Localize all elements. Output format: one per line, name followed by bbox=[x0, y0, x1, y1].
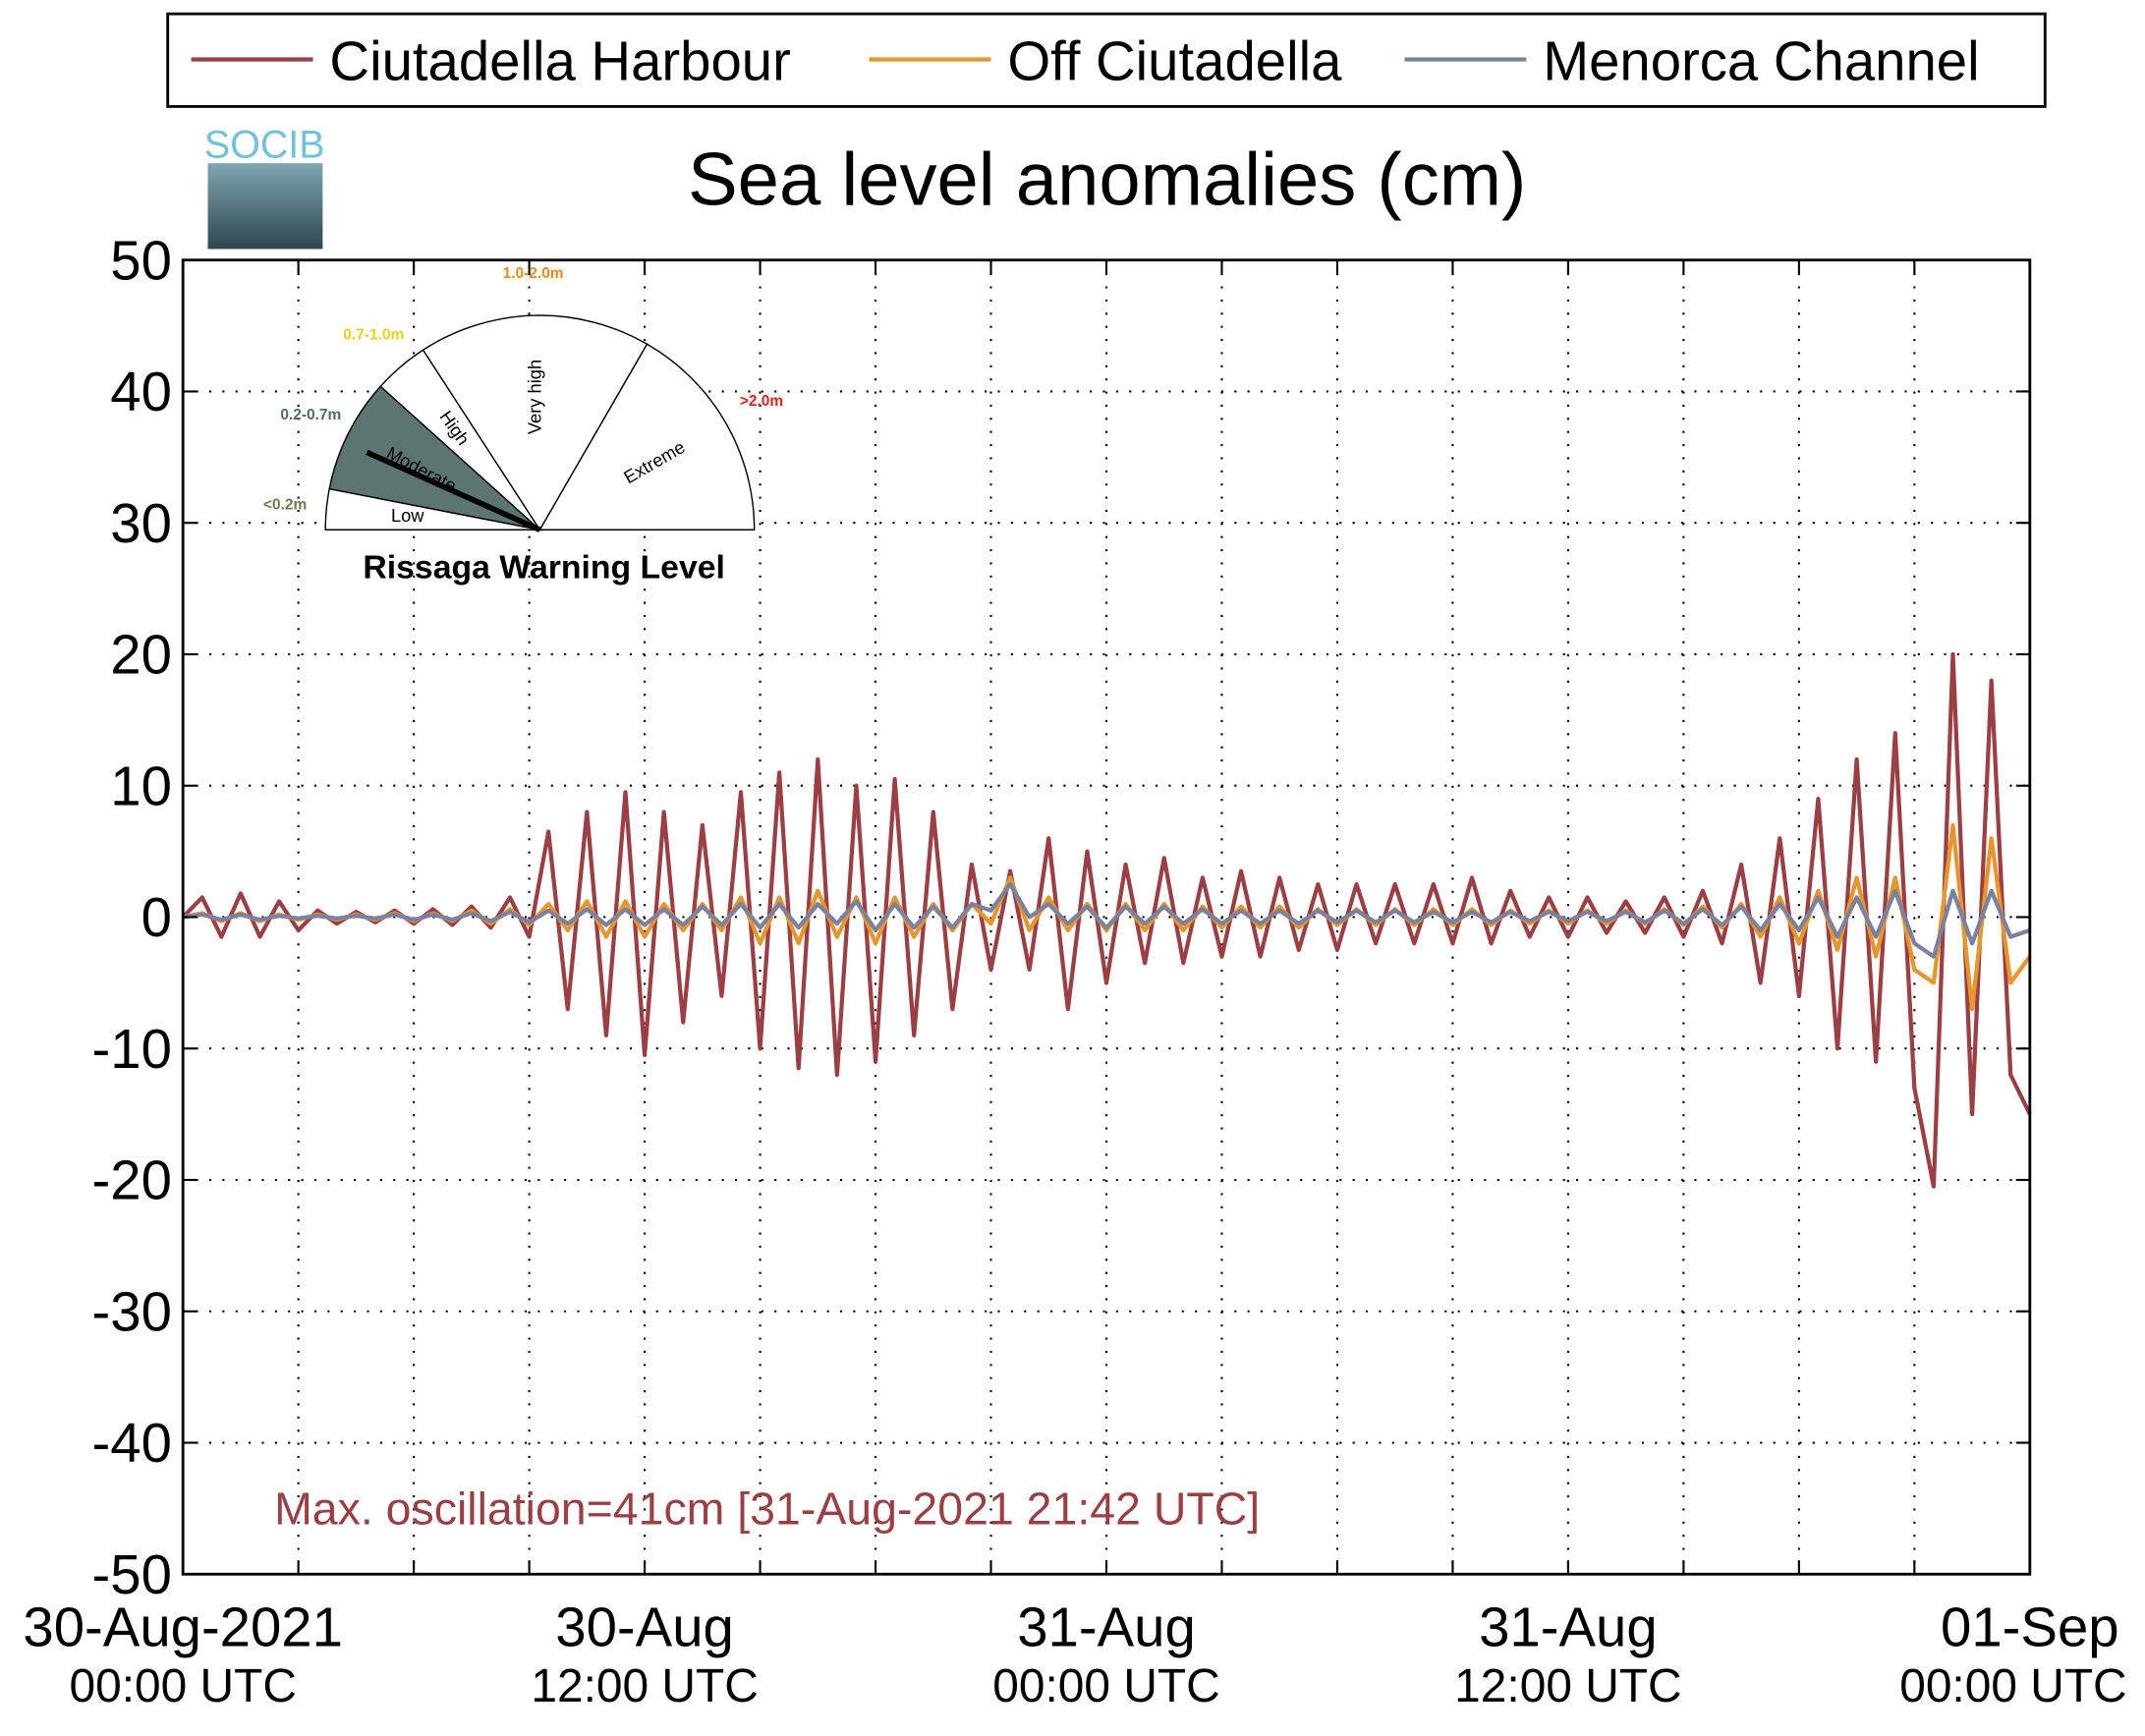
legend-label: Off Ciutadella bbox=[1007, 30, 1342, 92]
plot-lines bbox=[181, 651, 2032, 1189]
series-line bbox=[182, 822, 2032, 1012]
y-tick-label: -20 bbox=[92, 1149, 172, 1211]
legend-label: Ciutadella Harbour bbox=[329, 30, 790, 92]
axes: -50-40-30-20-100102030405030-Aug-202100:… bbox=[23, 229, 2126, 1711]
chart-title: Sea level anomalies (cm) bbox=[688, 138, 1526, 221]
y-tick-label: 10 bbox=[110, 755, 172, 816]
gauge-title: Rissaga Warning Level bbox=[363, 549, 725, 587]
gauge-needle bbox=[366, 449, 541, 532]
x-tick-label: 30-Aug bbox=[555, 1596, 734, 1657]
gauge-range-label: <0.2m bbox=[263, 496, 307, 513]
x-tick-label: 31-Aug bbox=[1017, 1596, 1196, 1657]
gauge-sector bbox=[538, 343, 756, 531]
legend-label: Menorca Channel bbox=[1543, 30, 1979, 92]
y-tick-label: -30 bbox=[92, 1280, 172, 1342]
y-tick-label: 20 bbox=[110, 624, 172, 686]
x-tick-label: 12:00 UTC bbox=[531, 1660, 758, 1712]
y-tick-label: 30 bbox=[110, 492, 172, 554]
y-tick-label: -40 bbox=[92, 1412, 172, 1474]
series-line bbox=[182, 881, 2031, 959]
gauge-sector bbox=[328, 385, 542, 532]
y-tick-label: -50 bbox=[92, 1543, 172, 1605]
gauge-level-label: Low bbox=[391, 505, 424, 526]
logo-text: SOCIB bbox=[204, 124, 325, 167]
logo bbox=[207, 163, 323, 250]
series-line bbox=[181, 651, 2032, 1189]
gauge-range-label: 1.0-2.0m bbox=[503, 265, 564, 282]
y-tick-label: -10 bbox=[92, 1018, 172, 1080]
x-tick-label: 12:00 UTC bbox=[1454, 1660, 1681, 1712]
gauge-range-label: 0.7-1.0m bbox=[343, 326, 404, 343]
x-tick-label: 00:00 UTC bbox=[992, 1660, 1219, 1712]
gauge-range-label: 0.2-0.7m bbox=[280, 407, 341, 423]
x-tick-label: 30-Aug-2021 bbox=[23, 1596, 343, 1657]
x-tick-label: 01-Sep bbox=[1941, 1596, 2119, 1657]
x-tick-label: 31-Aug bbox=[1479, 1596, 1658, 1657]
annotation: Max. oscillation=41cm [31-Aug-2021 21:42… bbox=[274, 1484, 1260, 1535]
x-tick-label: 00:00 UTC bbox=[69, 1660, 296, 1712]
y-tick-label: 50 bbox=[110, 229, 172, 291]
legend: Ciutadella Harbour Off Ciutadella Menorca … bbox=[191, 30, 1980, 92]
gauge-sector bbox=[422, 314, 649, 532]
y-tick-label: 0 bbox=[141, 886, 172, 948]
gauge-range-label: >2.0m bbox=[740, 393, 783, 410]
legend-box bbox=[166, 12, 2047, 108]
y-tick-label: 40 bbox=[110, 361, 172, 422]
gauge-level-label: Very high bbox=[525, 360, 545, 434]
x-tick-label: 00:00 UTC bbox=[1899, 1660, 2126, 1712]
